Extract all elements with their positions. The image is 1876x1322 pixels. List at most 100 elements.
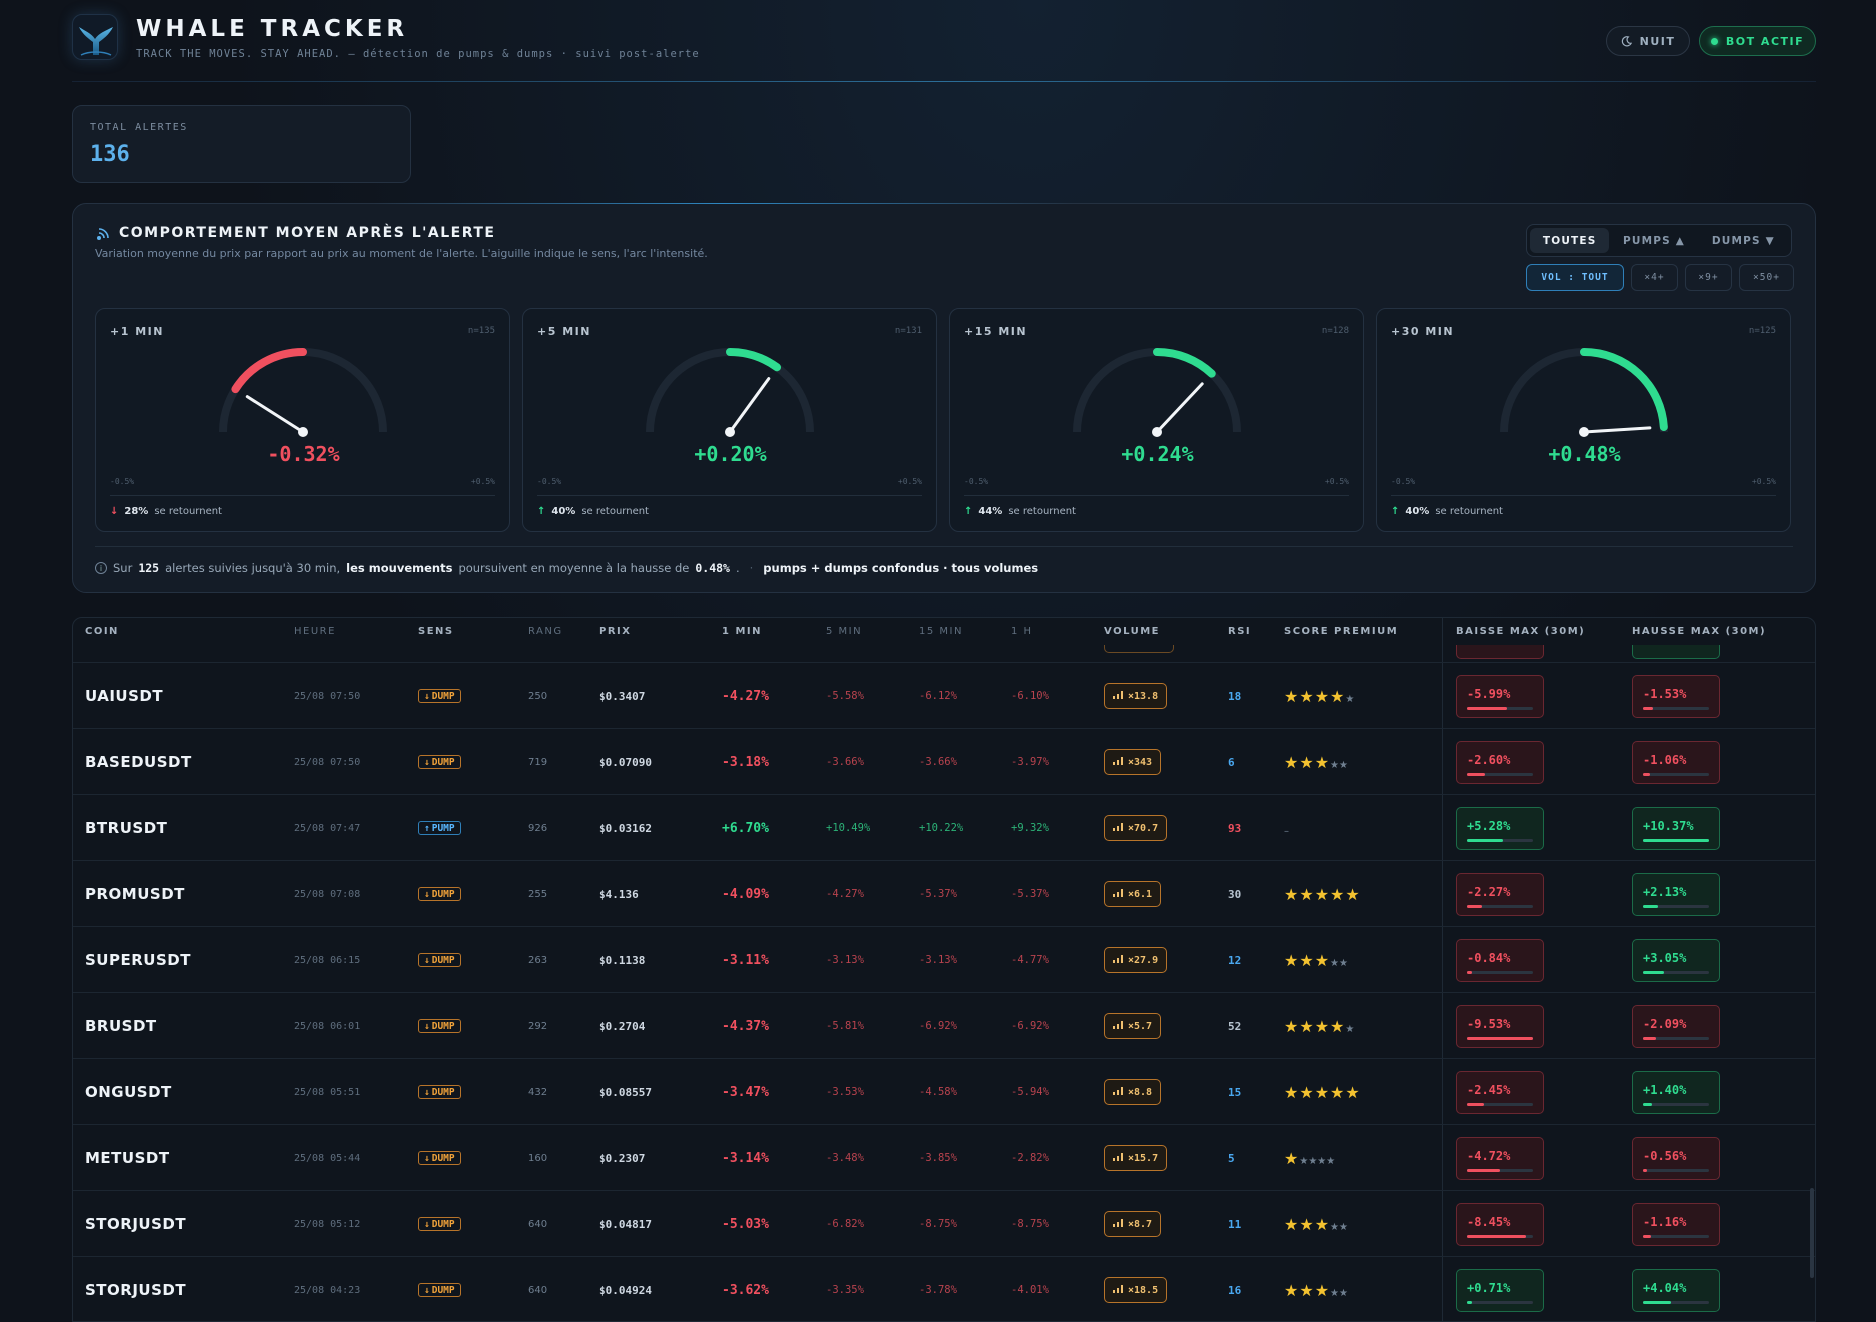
direction-label: DUMP: [431, 888, 455, 900]
summary-bold: les mouvements: [346, 561, 453, 575]
gauge-max-label: +0.5%: [470, 477, 495, 486]
star-filled-icon: ★: [1299, 1280, 1315, 1300]
coin-name[interactable]: METUSDT: [85, 1149, 170, 1167]
gauge-reversal-pct: 40%: [551, 506, 576, 517]
col-heure[interactable]: HEURE: [294, 626, 336, 637]
max-drop-box-bar-fill: [1467, 1103, 1484, 1106]
summary-text-3: poursuivent en moyenne à la hausse de: [458, 561, 690, 575]
filter-dumps-tab[interactable]: DUMPS ▼: [1711, 234, 1775, 247]
col-hausse[interactable]: HAUSSE MAX (30M): [1632, 626, 1767, 637]
table-row[interactable]: BRUSDT 25/08 06:01 ↓ DUMP 292 $0.2704 -4.37% -5…: [73, 992, 1815, 1058]
max-drop-box-bar-fill: [1467, 1037, 1533, 1040]
volume-filter-9[interactable]: ×9+: [1685, 264, 1732, 291]
table-row[interactable]: BTRUSDT 25/08 07:47 ↑ PUMP 926 $0.03162 +6.70%…: [73, 794, 1815, 860]
col-rang[interactable]: RANG: [528, 626, 563, 637]
volume-filter-all[interactable]: VOL : TOUT: [1526, 264, 1624, 291]
bot-status-button[interactable]: BOT ACTIF: [1699, 26, 1816, 56]
volume-bars-icon: [1113, 1152, 1123, 1164]
gauge-reversal-text: se retournent: [1008, 506, 1076, 517]
table-row[interactable]: UAIUSDT 25/08 07:50 ↓ DUMP 250 $0.3407 -4.27% -…: [73, 662, 1815, 728]
direction-label: DUMP: [431, 690, 455, 702]
col-score[interactable]: SCORE PREMIUM: [1284, 626, 1399, 637]
table-row[interactable]: ONGUSDT 25/08 05:51 ↓ DUMP 432 $0.08557 -3.47%…: [73, 1058, 1815, 1124]
table-row[interactable]: SUPERUSDT 25/08 06:15 ↓ DUMP 263 $0.1138 -3.11…: [73, 926, 1815, 992]
coin-name[interactable]: BTRUSDT: [85, 819, 168, 837]
col-baisse[interactable]: BAISSE MAX (30M): [1456, 626, 1586, 637]
max-rise-box-bar: [1643, 1037, 1709, 1040]
col-1h[interactable]: 1 H: [1011, 626, 1033, 637]
filter-pumps-tab[interactable]: PUMPS ▲: [1623, 234, 1686, 247]
star-filled-icon: ★: [1330, 686, 1346, 706]
gauge-hub: [1152, 427, 1162, 437]
star-filled-icon: ★: [1330, 884, 1346, 904]
volume-bars-icon: [1113, 1284, 1123, 1296]
arrow-down-icon: ↓: [424, 954, 430, 966]
star-filled-icon: ★: [1345, 1082, 1361, 1102]
table-scrollbar[interactable]: [1810, 1188, 1814, 1278]
gauge-footer: ↓ 28% se retournent: [110, 506, 222, 517]
coin-name[interactable]: BASEDUSDT: [85, 753, 192, 771]
night-mode-button[interactable]: NUIT: [1606, 26, 1690, 56]
star-filled-icon: ★: [1314, 884, 1331, 904]
max-drop-box-value: -0.84%: [1467, 951, 1511, 965]
volume-bars-icon: [1113, 1020, 1123, 1032]
arrow-down-icon: ↓: [424, 756, 430, 768]
col-15min[interactable]: 15 MIN: [919, 626, 963, 637]
star-empty-icon: ★: [1330, 1287, 1339, 1299]
ghost-baisse-box: [1456, 645, 1544, 659]
table-row[interactable]: BASEDUSDT 25/08 07:50 ↓ DUMP 719 $0.07090 -3.1…: [73, 728, 1815, 794]
col-volume[interactable]: VOLUME: [1104, 626, 1160, 637]
table-row[interactable]: STORJUSDT 25/08 05:12 ↓ DUMP 640 $0.04817 -5.0…: [73, 1190, 1815, 1256]
max-drop-box-bar-fill: [1467, 1301, 1472, 1304]
change-1min: +6.70%: [722, 820, 769, 836]
rsi-value: 6: [1228, 755, 1235, 769]
alert-time: 25/08 07:47: [294, 822, 361, 834]
col-5min[interactable]: 5 MIN: [826, 626, 863, 637]
volume-filter-4[interactable]: ×4+: [1631, 264, 1678, 291]
arrow-down-icon: ↓: [424, 888, 430, 900]
col-prix[interactable]: PRIX: [599, 626, 632, 637]
col-1min[interactable]: 1 MIN: [722, 626, 762, 637]
coin-name[interactable]: UAIUSDT: [85, 687, 164, 705]
table-row[interactable]: METUSDT 25/08 05:44 ↓ DUMP 160 $0.2307 -3.14% -…: [73, 1124, 1815, 1190]
direction-badge: ↓ DUMP: [418, 1151, 461, 1165]
star-empty-icon: ★: [1345, 693, 1355, 705]
arrow-down-icon: ↓: [110, 506, 119, 517]
gauge-min-label: -0.5%: [537, 477, 562, 486]
coin-name[interactable]: STORJUSDT: [85, 1281, 187, 1299]
star-filled-icon: ★: [1299, 950, 1315, 970]
max-drop-box-bar-fill: [1467, 971, 1472, 974]
coin-name[interactable]: BRUSDT: [85, 1017, 157, 1035]
max-rise-box-bar-fill: [1643, 773, 1650, 776]
gauge-hub: [298, 427, 308, 437]
alert-time: 25/08 07:50: [294, 756, 361, 768]
table-row[interactable]: STORJUSDT 25/08 04:23 ↓ DUMP 640 $0.04924 -3.6…: [73, 1256, 1815, 1321]
filter-all-tab[interactable]: TOUTES: [1530, 228, 1610, 253]
coin-name[interactable]: STORJUSDT: [85, 1215, 187, 1233]
volume-filter-50[interactable]: ×50+: [1739, 264, 1794, 291]
max-drop-box-bar: [1467, 773, 1533, 776]
premium-divider: [1442, 618, 1443, 1321]
star-filled-icon: ★: [1314, 1280, 1331, 1300]
gauge-card-1min: +1 MIN n=135 -0.32% -0.5% +0.5% ↓ 28% se retour…: [95, 308, 510, 532]
panel-divider: [95, 546, 1793, 547]
rank-value: 432: [528, 1086, 548, 1098]
alert-time: 25/08 05:51: [294, 1086, 361, 1098]
volume-multiplier: ×18.5: [1128, 1284, 1159, 1296]
star-empty-icon: ★: [1330, 957, 1339, 969]
coin-name[interactable]: SUPERUSDT: [85, 951, 191, 969]
col-coin[interactable]: COIN: [85, 626, 119, 637]
change-15min: -6.12%: [919, 690, 957, 702]
change-5min: -3.48%: [826, 1152, 864, 1164]
max-drop-box-value: -8.45%: [1467, 1215, 1511, 1229]
star-filled-icon: ★: [1284, 1280, 1300, 1300]
table-row[interactable]: PROMUSDT 25/08 07:08 ↓ DUMP 255 $4.136 -4.09% -…: [73, 860, 1815, 926]
coin-name[interactable]: ONGUSDT: [85, 1083, 172, 1101]
change-1h: -4.01%: [1011, 1284, 1049, 1296]
arrow-up-icon: ↑: [1391, 506, 1400, 517]
coin-name[interactable]: PROMUSDT: [85, 885, 185, 903]
change-1min: -4.37%: [722, 1018, 769, 1034]
volume-badge: ×5.7: [1104, 1013, 1162, 1039]
col-rsi[interactable]: RSI: [1228, 626, 1252, 637]
col-sens[interactable]: SENS: [418, 626, 454, 637]
